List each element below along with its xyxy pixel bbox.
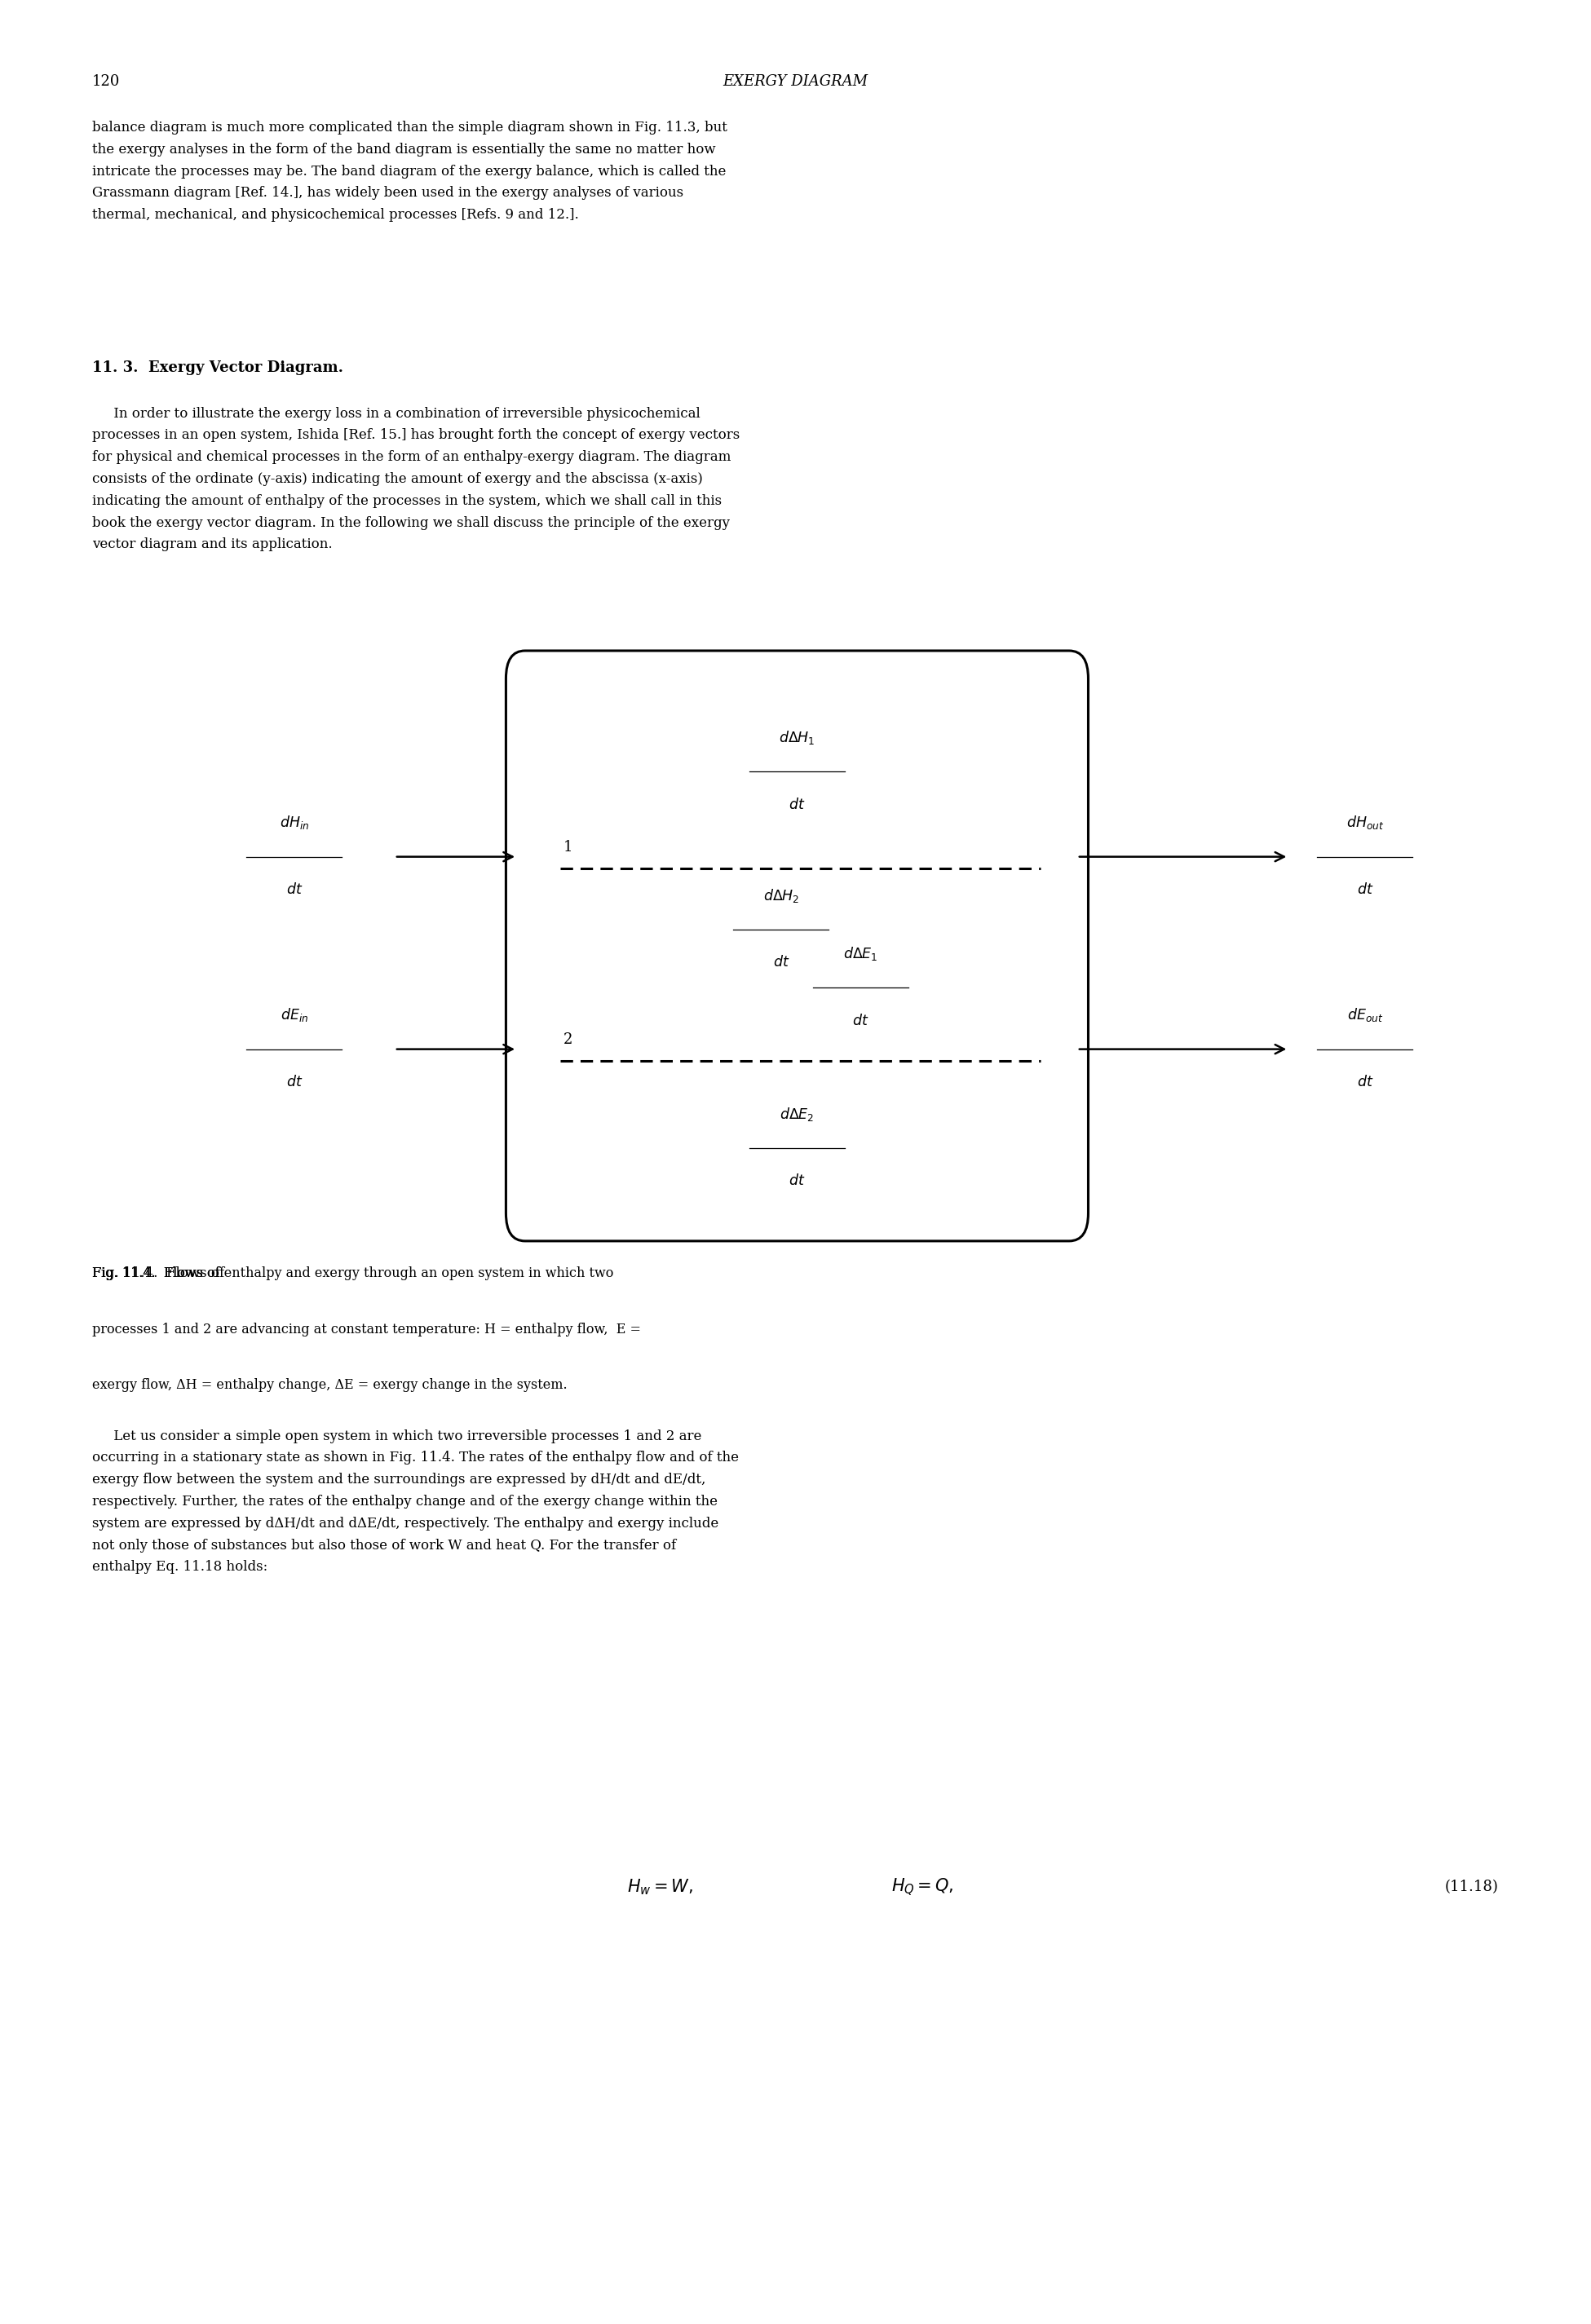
Text: $dH_{out}$: $dH_{out}$ (1346, 813, 1384, 832)
Text: $dt$: $dt$ (1357, 883, 1373, 897)
Text: $dE_{in}$: $dE_{in}$ (280, 1006, 309, 1023)
Text: $H_w = W,$: $H_w = W,$ (627, 1878, 694, 1896)
Text: $dt$: $dt$ (286, 883, 302, 897)
Text: EXERGY DIAGRAM: EXERGY DIAGRAM (722, 74, 869, 88)
Text: $dt$: $dt$ (789, 1174, 805, 1188)
Text: $dt$: $dt$ (286, 1074, 302, 1090)
Text: $d\Delta H_1$: $d\Delta H_1$ (780, 730, 815, 746)
Text: Fig. 11.4.  Flows of enthalpy and exergy through an open system in which two: Fig. 11.4. Flows of enthalpy and exergy … (92, 1267, 614, 1281)
Text: In order to illustrate the exergy loss in a combination of irreversible physicoc: In order to illustrate the exergy loss i… (92, 407, 740, 551)
Text: Fig. 11.4.  Flows of: Fig. 11.4. Flows of (92, 1267, 224, 1281)
Text: $dH_{in}$: $dH_{in}$ (280, 813, 309, 832)
Text: $dt$: $dt$ (773, 955, 789, 969)
Text: exergy flow, ΔH = enthalpy change, ΔE = exergy change in the system.: exergy flow, ΔH = enthalpy change, ΔE = … (92, 1378, 568, 1392)
Text: Fig. 11.4.  Flows of: Fig. 11.4. Flows of (92, 1267, 229, 1281)
Text: $dt$: $dt$ (853, 1013, 869, 1027)
Text: 120: 120 (92, 74, 121, 88)
Text: 2: 2 (563, 1032, 573, 1046)
Text: $d\Delta H_2$: $d\Delta H_2$ (764, 888, 799, 904)
Text: balance diagram is much more complicated than the simple diagram shown in Fig. 1: balance diagram is much more complicated… (92, 121, 727, 223)
Text: (11.18): (11.18) (1445, 1880, 1499, 1894)
Text: $H_Q = Q,$: $H_Q = Q,$ (891, 1878, 955, 1896)
Text: $dt$: $dt$ (789, 797, 805, 811)
Text: $d\Delta E_1$: $d\Delta E_1$ (843, 946, 878, 962)
Text: $d\Delta E_2$: $d\Delta E_2$ (780, 1106, 815, 1122)
Text: processes 1 and 2 are advancing at constant temperature: H = enthalpy flow,  E =: processes 1 and 2 are advancing at const… (92, 1322, 641, 1336)
FancyBboxPatch shape (506, 651, 1088, 1241)
Text: $dE_{out}$: $dE_{out}$ (1348, 1006, 1383, 1023)
Text: Let us consider a simple open system in which two irreversible processes 1 and 2: Let us consider a simple open system in … (92, 1429, 738, 1573)
Text: 1: 1 (563, 839, 573, 855)
Text: $dt$: $dt$ (1357, 1074, 1373, 1090)
Text: 11. 3.  Exergy Vector Diagram.: 11. 3. Exergy Vector Diagram. (92, 360, 344, 374)
